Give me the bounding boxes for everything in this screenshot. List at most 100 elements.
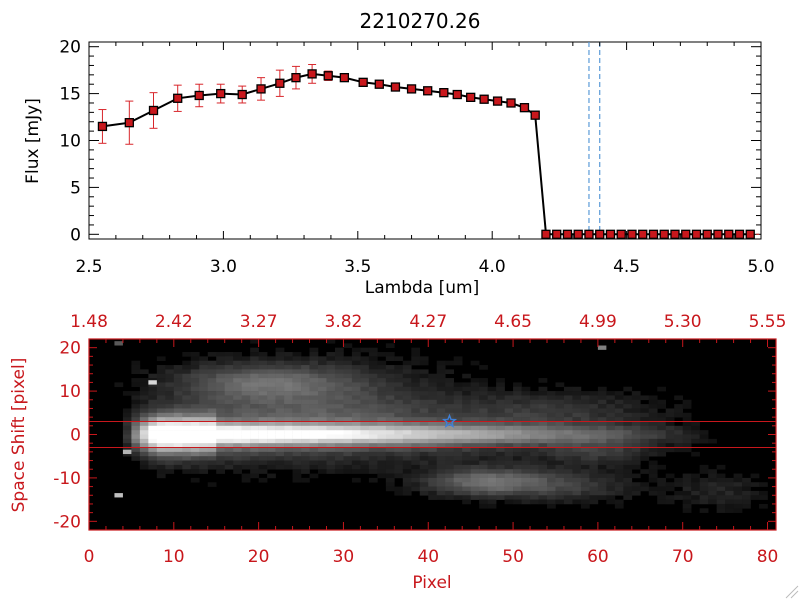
image-pixel <box>368 425 378 431</box>
image-pixel <box>148 373 158 379</box>
image-pixel <box>606 404 616 409</box>
image-pixel <box>360 421 370 427</box>
image-pixel <box>657 399 667 405</box>
image-pixel <box>241 438 251 444</box>
image-pixel <box>462 473 471 479</box>
image-pixel <box>513 456 522 461</box>
image-pixel <box>250 460 259 466</box>
image-pixel <box>496 378 505 383</box>
image-pixel <box>190 469 200 474</box>
image-pixel <box>563 434 573 440</box>
image-pixel <box>258 477 268 483</box>
image-pixel <box>665 421 675 427</box>
image-pixel <box>216 460 225 466</box>
image-pixel <box>275 356 285 361</box>
image-pixel <box>368 408 378 414</box>
image-pixel <box>394 456 404 461</box>
image-pixel <box>555 469 565 474</box>
image-pixel <box>682 499 692 505</box>
image-pixel <box>292 430 302 435</box>
image-pixel <box>326 451 336 457</box>
wavelength-top-tick-label: 1.48 <box>70 312 108 332</box>
image-pixel <box>402 443 412 448</box>
image-pixel <box>538 391 548 396</box>
image-pixel <box>275 386 285 392</box>
image-pixel <box>343 408 353 414</box>
image-pixel <box>419 399 429 405</box>
image-pixel <box>360 404 370 409</box>
image-pixel <box>173 447 183 453</box>
image-pixel <box>547 473 556 479</box>
image-pixel <box>190 386 200 392</box>
image-pixel <box>496 495 505 500</box>
image-pixel <box>589 499 599 505</box>
image-pixel <box>580 447 590 453</box>
image-pixel <box>470 425 480 431</box>
image-pixel <box>368 412 378 418</box>
image-pixel <box>555 438 565 444</box>
image-pixel <box>385 469 395 474</box>
image-pixel <box>411 421 421 427</box>
image-pixel <box>394 373 404 379</box>
image-pixel <box>428 460 438 466</box>
image-pixel <box>487 456 497 461</box>
image-pixel <box>453 425 463 431</box>
image-pixel <box>402 399 412 405</box>
image-pixel <box>258 360 268 366</box>
data-point-marker <box>390 82 401 92</box>
image-pixel <box>470 408 480 414</box>
image-pixel <box>538 395 548 401</box>
image-pixel <box>131 443 141 448</box>
image-pixel <box>589 460 599 466</box>
image-pixel <box>301 430 310 435</box>
image-pixel <box>148 399 158 405</box>
image-pixel <box>267 404 276 409</box>
image-pixel <box>428 438 438 444</box>
image-pixel <box>547 486 556 492</box>
image-pixel <box>547 421 556 427</box>
image-pixel <box>521 456 531 461</box>
image-pixel <box>487 473 497 479</box>
image-pixel <box>250 395 259 401</box>
image-pixel <box>462 486 471 492</box>
image-pixel <box>267 382 276 388</box>
image-pixel <box>292 469 302 474</box>
image-pixel <box>182 395 192 401</box>
image-pixel <box>233 412 242 418</box>
image-pixel <box>326 395 336 401</box>
resize-grip-icon[interactable] <box>785 585 799 599</box>
image-pixel <box>411 399 421 405</box>
image-pixel <box>250 417 259 422</box>
image-pixel <box>699 434 709 440</box>
image-pixel <box>360 378 370 383</box>
image-pixel <box>233 434 242 440</box>
image-pixel <box>436 412 446 418</box>
image-pixel <box>199 378 209 383</box>
image-pixel <box>360 356 370 361</box>
image-pixel <box>496 469 505 474</box>
image-pixel <box>657 447 667 453</box>
image-pixel <box>131 408 141 414</box>
image-pixel <box>292 464 302 470</box>
image-pixel <box>224 464 234 470</box>
image-pixel <box>716 503 726 509</box>
image-pixel <box>496 490 505 496</box>
image-pixel <box>428 408 438 414</box>
image-pixel <box>292 373 302 379</box>
image-pixel <box>182 386 192 392</box>
image-pixel <box>453 391 463 396</box>
spectrum-x-tick-label: 3.0 <box>210 257 237 277</box>
image-pixel <box>165 386 175 392</box>
image-pixel <box>343 460 353 466</box>
image-pixel <box>496 451 505 457</box>
image-pixel <box>216 382 225 388</box>
image-pixel <box>224 438 234 444</box>
pixel-x-tick-label: 60 <box>587 547 609 567</box>
image-pixel <box>343 443 353 448</box>
image-pixel <box>470 477 480 483</box>
image-pixel <box>292 460 302 466</box>
image-pixel <box>538 477 548 483</box>
image-pixel <box>233 443 242 448</box>
image-pixel <box>538 378 548 383</box>
image-pixel <box>504 490 514 496</box>
